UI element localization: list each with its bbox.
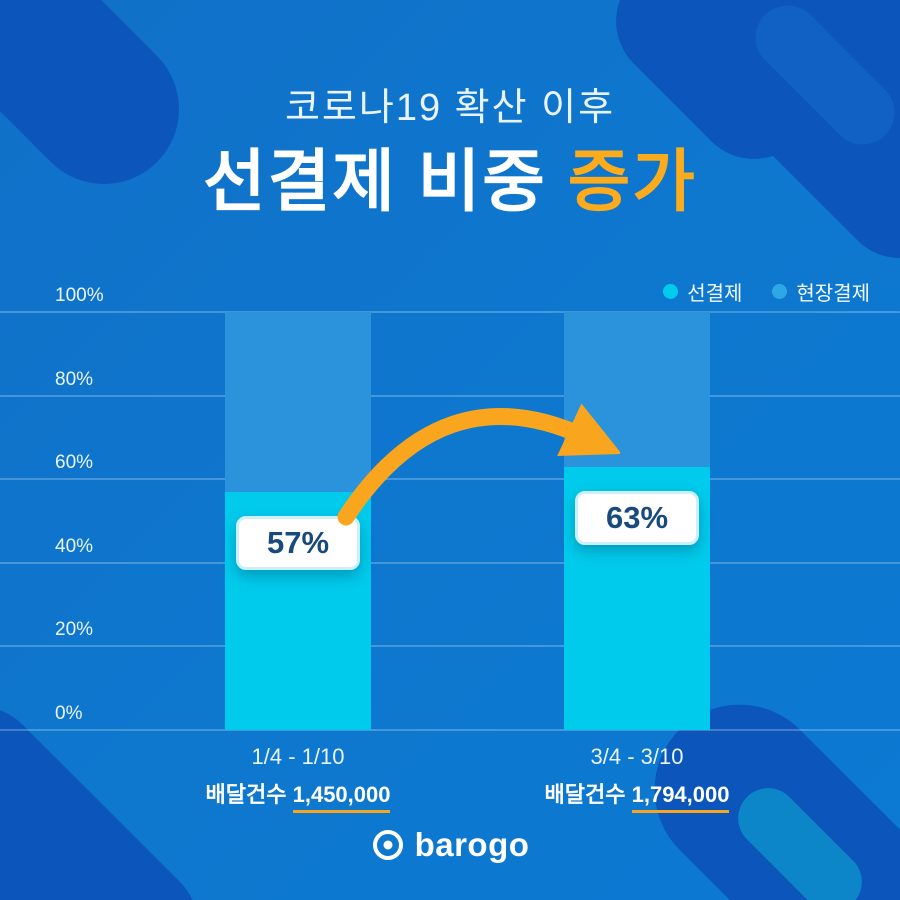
- y-axis-tick: 40%: [55, 536, 94, 557]
- page-title-main: 선결제 비중: [203, 144, 568, 220]
- y-axis-tick: 20%: [55, 619, 94, 640]
- barogo-logo: barogo: [0, 826, 900, 864]
- delivery-count-value: 1,794,000: [631, 782, 730, 813]
- category-period: 3/4 - 3/10: [590, 744, 684, 769]
- gridline: [0, 645, 900, 647]
- y-axis-tick: 100%: [55, 285, 104, 306]
- category-period: 1/4 - 1/10: [251, 744, 345, 769]
- bar-period-1: 57%: [225, 312, 371, 730]
- legend-dot-onsite-icon: [772, 284, 788, 299]
- legend-label: 선결제: [687, 283, 743, 305]
- increase-arrow-icon: [337, 403, 620, 526]
- delivery-count: 배달건수 1,450,000: [148, 777, 448, 813]
- chart-legend: 선결제 현장결제: [663, 277, 870, 306]
- y-axis-tick: 80%: [55, 369, 94, 390]
- delivery-count: 배달건수 1,794,000: [487, 777, 787, 813]
- delivery-count-value: 1,450,000: [292, 782, 391, 813]
- legend-item-onsite: 현장결제: [772, 277, 870, 306]
- gridline: [0, 311, 900, 313]
- brand-name: barogo: [414, 826, 530, 863]
- barogo-logo-icon: [372, 830, 403, 860]
- delivery-count-prefix: 배달건수: [544, 782, 626, 807]
- y-axis-tick: 60%: [55, 452, 94, 473]
- page-title: 선결제 비중 증가: [0, 126, 900, 225]
- category-group-period-2: 3/4 - 3/10 배달건수 1,794,000: [487, 744, 787, 813]
- y-axis-tick: 0%: [55, 703, 83, 724]
- gridline: [0, 562, 900, 564]
- category-group-period-1: 1/4 - 1/10 배달건수 1,450,000: [148, 744, 448, 813]
- page-subtitle: 코로나19 확산 이후: [284, 87, 616, 129]
- legend-item-prepayment: 선결제: [663, 277, 742, 306]
- legend-dot-prepayment-icon: [663, 284, 679, 299]
- bar-segment-onsite-payment: [225, 312, 371, 492]
- prepayment-share-label: 57%: [236, 515, 360, 570]
- gridline: [0, 395, 900, 397]
- legend-label: 현장결제: [796, 283, 870, 305]
- delivery-count-prefix: 배달건수: [205, 782, 287, 807]
- gridline: [0, 729, 900, 731]
- prepayment-share-label: 63%: [575, 490, 699, 545]
- page-title-accent: 증가: [567, 144, 697, 220]
- gridline: [0, 478, 900, 480]
